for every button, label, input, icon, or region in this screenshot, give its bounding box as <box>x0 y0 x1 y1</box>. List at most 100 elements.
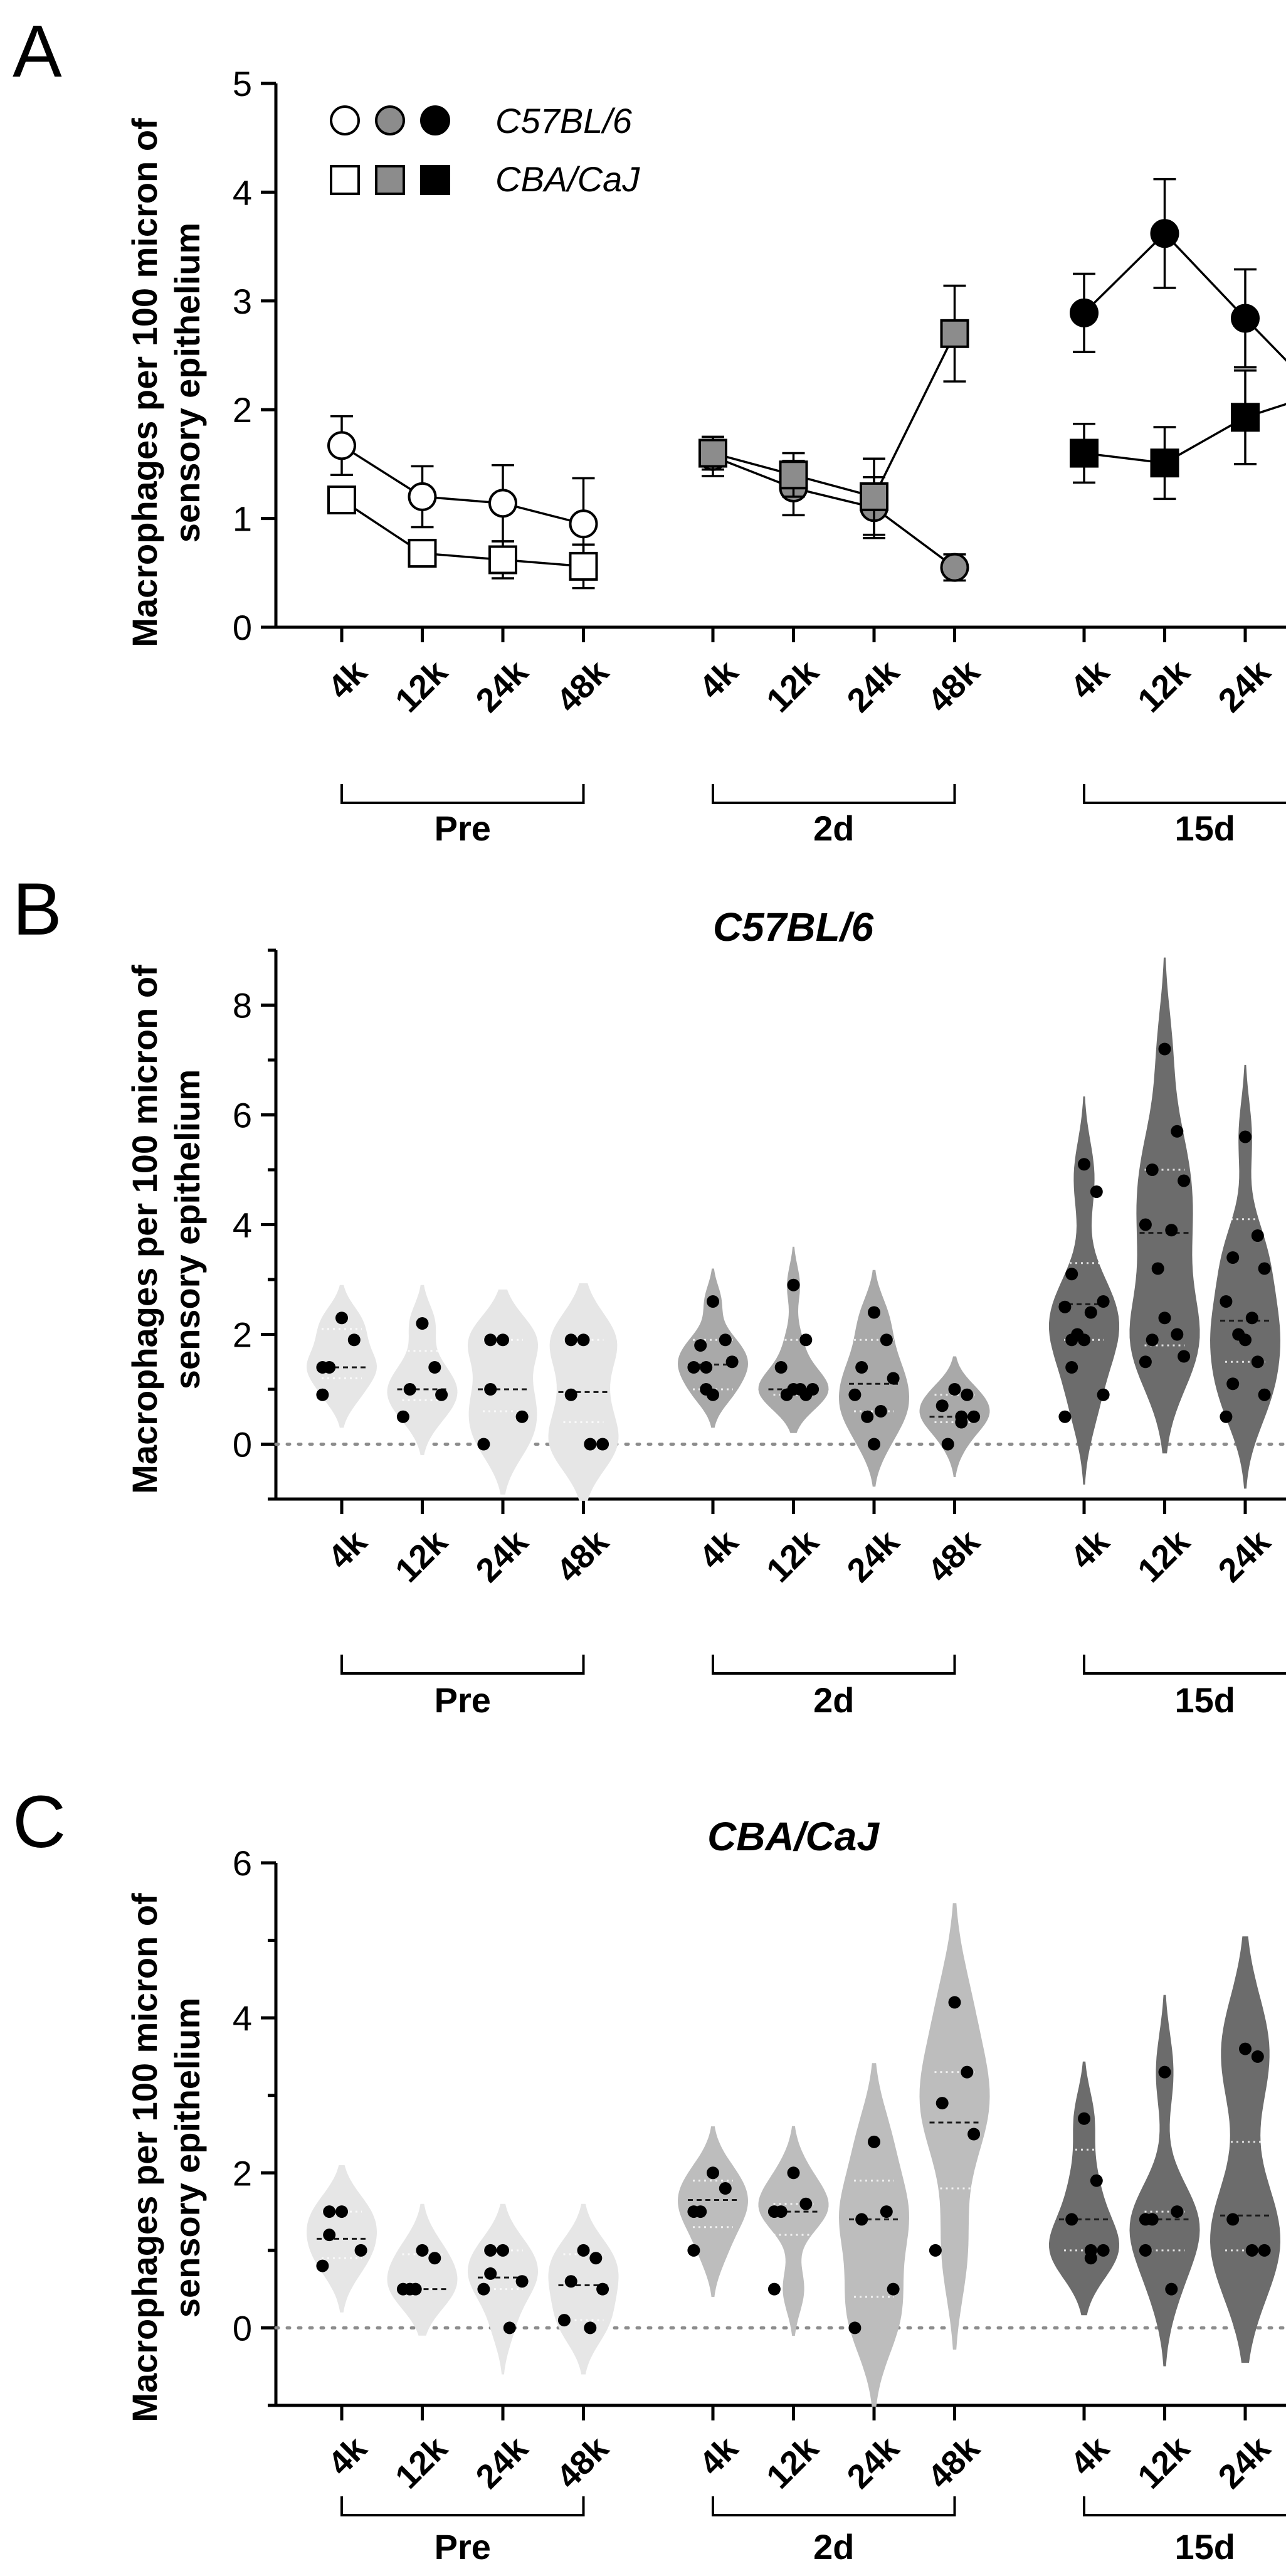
legend-square-2d-icon <box>375 165 405 195</box>
series-line <box>341 444 584 525</box>
data-point <box>725 1355 739 1369</box>
data-point <box>396 2282 409 2296</box>
data-point <box>596 2282 609 2296</box>
data-point-circle <box>940 553 969 582</box>
x-tick-label: 4k <box>692 2429 746 2483</box>
x-tick-label: 24k <box>840 2429 907 2496</box>
y-tick-label: 8 <box>233 986 252 1026</box>
group-bracket <box>712 1655 956 1675</box>
data-point <box>948 1996 961 2009</box>
y-tick-label: 2 <box>233 1315 252 1355</box>
data-point <box>887 1372 900 1385</box>
data-point <box>855 2213 868 2226</box>
violin-shape <box>1129 1995 1200 2367</box>
legend-a: C57BL/6 CBA/CaJ <box>330 101 640 199</box>
violin-shape <box>839 2063 909 2407</box>
x-tick-label: 24k <box>468 2429 535 2496</box>
axes-b: 024684k12k24k48k4k12k24k48k4k12k24k48kPr… <box>233 948 1286 1720</box>
legend-circle-pre-icon <box>330 105 360 135</box>
x-tick-label: 24k <box>840 1523 907 1590</box>
data-point <box>484 1333 497 1347</box>
data-point-square <box>940 319 969 348</box>
data-point <box>1239 1333 1252 1347</box>
data-point <box>861 1410 874 1423</box>
data-point-square <box>779 460 808 490</box>
data-point <box>515 2275 529 2288</box>
y-tick-label: 4 <box>233 172 252 212</box>
data-point-circle <box>327 431 356 460</box>
data-point <box>880 2205 893 2218</box>
data-point <box>1146 1163 1159 1176</box>
x-tick-label: 12k <box>759 2429 826 2496</box>
data-point <box>1097 1295 1110 1308</box>
data-point-square <box>488 545 517 575</box>
data-point <box>707 2166 719 2180</box>
marks-a <box>327 178 1286 590</box>
data-point <box>584 2321 597 2335</box>
data-point <box>767 2205 781 2218</box>
data-point <box>1165 2282 1178 2296</box>
group-bracket <box>1083 1655 1286 1675</box>
data-point <box>1078 2112 1090 2125</box>
data-point <box>948 1383 961 1396</box>
data-point-circle <box>569 509 598 539</box>
data-point-circle <box>1231 304 1260 333</box>
violin-shape <box>387 1285 458 1455</box>
data-point <box>700 1361 713 1374</box>
y-tick-label: 0 <box>233 608 252 647</box>
y-tick-label: 6 <box>233 1843 252 1883</box>
data-point <box>1251 1355 1264 1369</box>
data-point-square <box>569 551 598 581</box>
data-point <box>435 1388 448 1401</box>
data-point <box>1220 1295 1233 1308</box>
data-point <box>799 1333 813 1347</box>
data-point <box>1065 1268 1078 1281</box>
violin-shape <box>1049 1096 1119 1485</box>
x-tick-label: 48k <box>549 2429 616 2496</box>
violin-shape <box>678 1268 748 1428</box>
data-point <box>967 1410 981 1423</box>
data-point <box>707 1388 719 1401</box>
violin-shape <box>548 2203 619 2375</box>
data-point <box>1226 1377 1240 1391</box>
x-tick-label: 4k <box>692 653 746 707</box>
data-point <box>687 2205 700 2218</box>
panel-letter-c: C <box>13 1781 66 1863</box>
x-tick-label: 12k <box>1131 2429 1198 2496</box>
violin-shape <box>678 2126 748 2297</box>
data-point <box>955 1416 968 1429</box>
data-point-circle <box>408 482 437 511</box>
group-bracket <box>712 2496 956 2516</box>
data-point <box>1084 2252 1097 2265</box>
data-point <box>1139 1218 1152 1231</box>
data-point <box>868 1306 880 1319</box>
data-point <box>564 1388 577 1401</box>
data-point <box>1158 1312 1171 1325</box>
data-point <box>868 1438 880 1451</box>
data-point-square <box>1070 438 1099 468</box>
data-point <box>1078 1333 1090 1347</box>
violin-shape <box>1049 2061 1119 2316</box>
violin-shape <box>919 1903 990 2350</box>
data-point-square <box>327 485 356 515</box>
legend-square-pre-icon <box>330 165 360 195</box>
x-tick-label: 4k <box>692 1523 746 1577</box>
data-point <box>1226 1251 1240 1264</box>
legend-label-c57bl6: C57BL/6 <box>495 101 633 140</box>
y-axis-label-a-line2: sensory epithelium <box>167 223 207 543</box>
data-point <box>787 2166 800 2180</box>
data-point <box>503 2321 516 2335</box>
group-label: Pre <box>435 808 491 848</box>
violin-shape <box>919 1356 990 1477</box>
x-tick-label: 12k <box>388 1523 455 1590</box>
x-tick-label: 24k <box>468 653 535 720</box>
data-point <box>1065 1333 1078 1347</box>
violin-shape <box>1129 957 1200 1454</box>
data-point <box>347 1333 361 1347</box>
x-tick-label: 4k <box>321 1523 375 1577</box>
series-line <box>712 455 956 569</box>
data-point <box>1165 1224 1178 1237</box>
data-point-square <box>860 482 888 511</box>
x-tick-label: 48k <box>549 1523 616 1590</box>
data-point <box>477 1438 490 1451</box>
